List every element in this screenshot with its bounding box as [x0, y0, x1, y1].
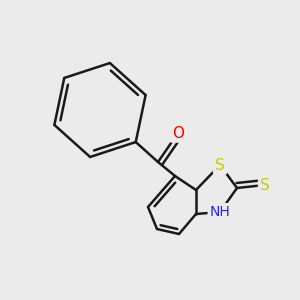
Text: O: O [172, 125, 184, 140]
Text: S: S [215, 158, 225, 172]
Text: NH: NH [210, 205, 230, 219]
Text: S: S [260, 178, 270, 193]
